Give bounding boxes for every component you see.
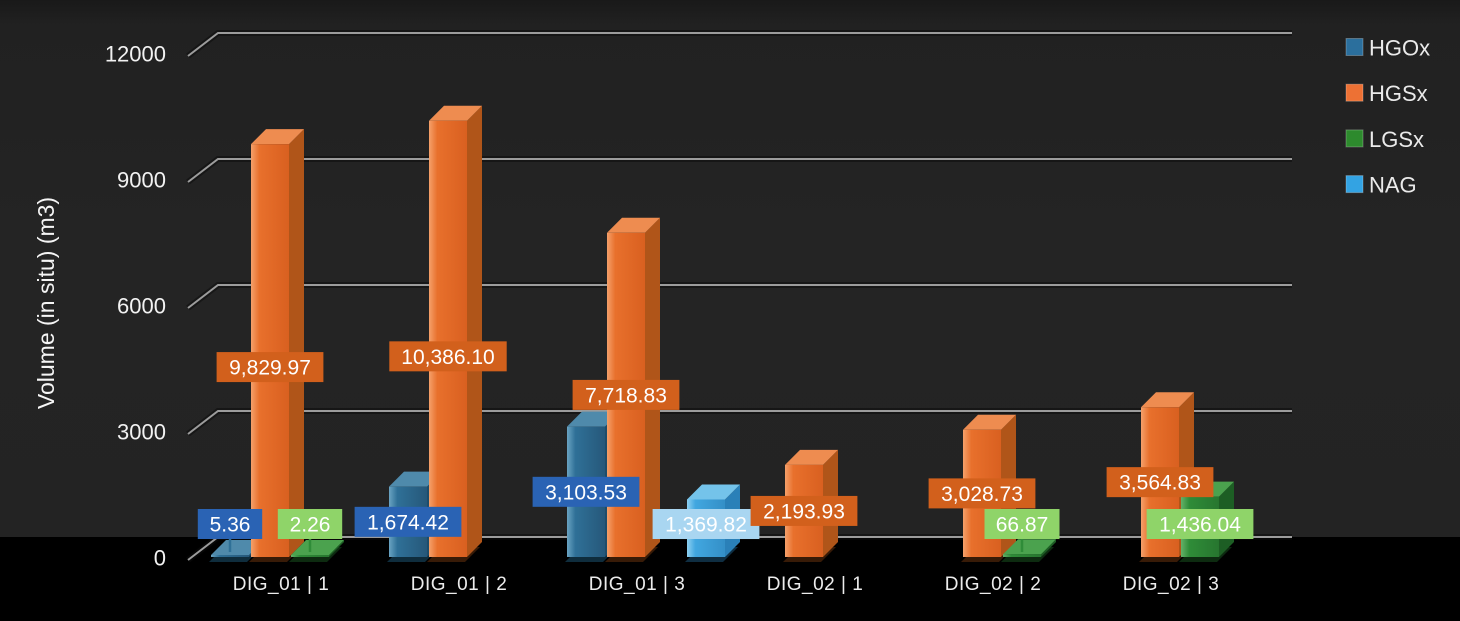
legend-item-HGOx[interactable]: HGOx — [1345, 36, 1430, 61]
bar-LGSx-DIG_02-2[interactable] — [1001, 539, 1056, 562]
label-text: 3,028.73 — [941, 483, 1023, 506]
gridline-12000 — [187, 32, 1292, 57]
bar-top-face — [389, 471, 442, 487]
bar-top-face — [429, 105, 482, 121]
bar-front-face — [211, 555, 249, 557]
legend-swatch-HGOx — [1345, 38, 1364, 56]
bar-top-face — [1141, 392, 1194, 408]
value-label-HGSx-DIG_01-2: 10,386.10 — [389, 341, 507, 372]
y-tick-9000: 9000 — [117, 168, 166, 193]
label-text: 2,193.93 — [763, 500, 845, 523]
bar-side-face — [329, 540, 344, 557]
legend-swatch-LGSx — [1345, 129, 1364, 148]
value-label-HGSx-DIG_02-3: 3,564.83 — [1106, 467, 1214, 498]
value-label-HGSx-DIG_01-3: 7,718.83 — [572, 379, 680, 410]
legend-item-NAG[interactable]: NAG — [1345, 173, 1417, 198]
label-text: 3,103.53 — [545, 481, 627, 504]
legend-label-HGSx: HGSx — [1369, 81, 1428, 106]
x-label-DIG_02-2: DIG_02 | 2 — [945, 574, 1042, 595]
gridline-shadow-6000 — [186, 282, 1292, 311]
label-background — [984, 509, 1060, 539]
bar-top-face — [251, 129, 304, 145]
label-background — [354, 506, 462, 537]
label-text: 1,436.04 — [1159, 514, 1241, 537]
label-background — [277, 509, 343, 539]
label-text: 5.36 — [210, 514, 251, 537]
legend-label-LGSx: LGSx — [1369, 127, 1424, 152]
x-label-DIG_01-1: DIG_01 | 1 — [233, 574, 330, 595]
bar-top-face — [785, 449, 838, 465]
value-label-HGOx-DIG_01-2: 1,674.42 — [354, 506, 462, 537]
label-background — [750, 495, 858, 526]
bar-LGSx-DIG_01-1[interactable] — [289, 540, 344, 562]
legend-label-HGOx: HGOx — [1369, 36, 1430, 61]
label-background — [216, 352, 324, 383]
y-tick-12000: 12000 — [105, 42, 166, 67]
bar-HGOx-DIG_01-1[interactable] — [209, 540, 264, 562]
gridline-shadow-9000 — [186, 156, 1292, 185]
label-background — [197, 509, 263, 539]
x-label-DIG_02-1: DIG_02 | 1 — [767, 574, 864, 595]
label-text: 3,564.83 — [1119, 472, 1201, 495]
gridline-shadow-12000 — [186, 30, 1292, 59]
label-background — [1106, 467, 1214, 498]
bar-HGSx-DIG_01-2[interactable] — [427, 105, 482, 562]
bar-top-face — [687, 484, 740, 500]
bar-top-face — [963, 414, 1016, 430]
bar-top-face — [211, 540, 264, 555]
value-label-HGOx-DIG_01-3: 3,103.53 — [532, 476, 640, 507]
label-background — [572, 379, 680, 410]
label-text: 1,369.82 — [665, 514, 747, 537]
label-background — [928, 478, 1036, 509]
value-label-HGSx-DIG_01-1: 9,829.97 — [216, 352, 324, 383]
y-tick-3000: 3000 — [117, 420, 166, 445]
value-label-HGSx-DIG_02-2: 3,028.73 — [928, 478, 1036, 509]
legend-label-NAG: NAG — [1369, 173, 1417, 198]
x-label-DIG_02-3: DIG_02 | 3 — [1123, 574, 1220, 595]
gridline-3000 — [187, 410, 1292, 435]
x-label-DIG_01-3: DIG_01 | 3 — [589, 574, 686, 595]
label-background — [532, 476, 640, 507]
value-label-NAG-DIG_01-3: 1,369.82 — [652, 509, 760, 539]
value-label-HGOx-DIG_01-1: 5.36 — [197, 509, 263, 552]
bar-HGSx-DIG_01-1[interactable] — [249, 129, 304, 562]
bar-front-face — [291, 555, 329, 557]
bar-front-face — [251, 144, 289, 557]
label-background — [389, 341, 507, 372]
legend-swatch-HGSx — [1345, 83, 1364, 102]
bar-top-face — [567, 411, 620, 427]
value-label-HGSx-DIG_02-1: 2,193.93 — [750, 495, 858, 526]
bar-front-face — [1003, 554, 1041, 557]
label-background — [1146, 509, 1254, 539]
label-text: 9,829.97 — [229, 357, 311, 380]
y-tick-0: 0 — [154, 546, 166, 571]
label-background — [652, 509, 760, 539]
bar-top-face — [1003, 539, 1056, 555]
bar-top-face — [607, 217, 660, 233]
bar-top-face — [291, 540, 344, 555]
value-label-LGSx-DIG_02-2: 66.87 — [984, 509, 1060, 552]
y-axis-title: Volume (in situ) (m3) — [33, 197, 59, 409]
bar-front-face — [429, 120, 467, 557]
value-label-LGSx-DIG_02-3: 1,436.04 — [1146, 509, 1254, 539]
legend-item-LGSx[interactable]: LGSx — [1345, 127, 1424, 152]
x-label-DIG_01-2: DIG_01 | 2 — [411, 574, 508, 595]
label-text: 66.87 — [996, 514, 1049, 537]
legend-swatch-NAG — [1345, 175, 1364, 194]
legend-item-HGSx[interactable]: HGSx — [1345, 81, 1428, 106]
bar-side-face — [289, 129, 304, 557]
label-text: 7,718.83 — [585, 384, 667, 407]
label-text: 1,674.42 — [367, 511, 449, 534]
y-tick-6000: 6000 — [117, 294, 166, 319]
gridline-shadow-3000 — [186, 408, 1292, 437]
bar-side-face — [467, 105, 482, 557]
value-label-LGSx-DIG_01-1: 2.26 — [277, 509, 343, 552]
label-text: 10,386.10 — [401, 346, 494, 369]
bar-side-face — [1041, 539, 1056, 557]
gridline-6000 — [187, 284, 1292, 309]
label-text: 2.26 — [290, 514, 331, 537]
gridline-9000 — [187, 158, 1292, 183]
